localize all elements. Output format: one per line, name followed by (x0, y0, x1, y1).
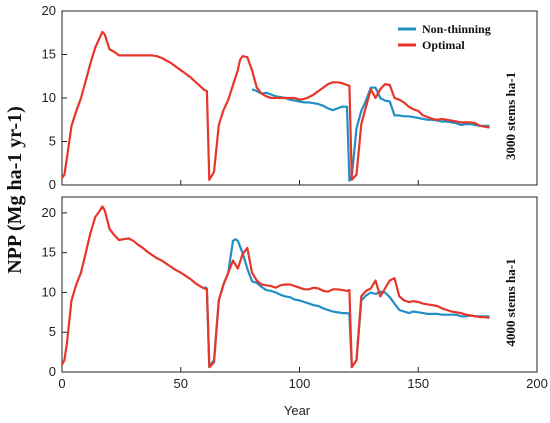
series-line-2-optimal (61, 205, 490, 369)
text-layer: NPP (Mg ha-1 yr-1) Year 0 5 10 15 20 3000 ste… (4, 3, 548, 418)
y-axis-title: NPP (Mg ha-1 yr-1) (4, 106, 26, 274)
legend-label-non-thinning: Non-thinning (422, 22, 491, 36)
panel-frame-2 (61, 196, 538, 373)
x-tick-label-4: 200 (526, 376, 548, 391)
y-tick-label-2-0: 0 (49, 364, 56, 379)
panel-frame-1 (61, 10, 538, 186)
panel-label-1: 3000 stems ha-1 (503, 72, 518, 160)
panel-label-2: 4000 stems ha-1 (503, 258, 518, 346)
series-layer (61, 30, 490, 369)
series-line-2-non-thinning (203, 238, 490, 369)
x-tick-label-1: 50 (174, 376, 188, 391)
y-tick-label-1-3: 15 (42, 47, 56, 62)
y-tick-label-2-2: 10 (42, 284, 56, 299)
y-tick-label-2-3: 15 (42, 245, 56, 260)
legend-label-optimal: Optimal (422, 38, 465, 52)
y-tick-label-1-2: 10 (42, 90, 56, 105)
series-line-1-optimal (61, 30, 490, 181)
x-tick-label-3: 150 (407, 376, 429, 391)
y-tick-label-1-0: 0 (49, 177, 56, 192)
y-tick-label-2-4: 20 (42, 205, 56, 220)
y-tick-label-1-4: 20 (42, 3, 56, 18)
x-tick-label-2: 100 (289, 376, 311, 391)
legend: Non-thinning Optimal (398, 22, 491, 52)
y-tick-label-2-1: 5 (49, 324, 56, 339)
x-axis-title: Year (284, 403, 311, 418)
axes-layer (61, 10, 538, 373)
y-tick-label-1-1: 5 (49, 134, 56, 149)
series-line-1-non-thinning (251, 86, 490, 182)
x-tick-label-0: 0 (58, 376, 65, 391)
